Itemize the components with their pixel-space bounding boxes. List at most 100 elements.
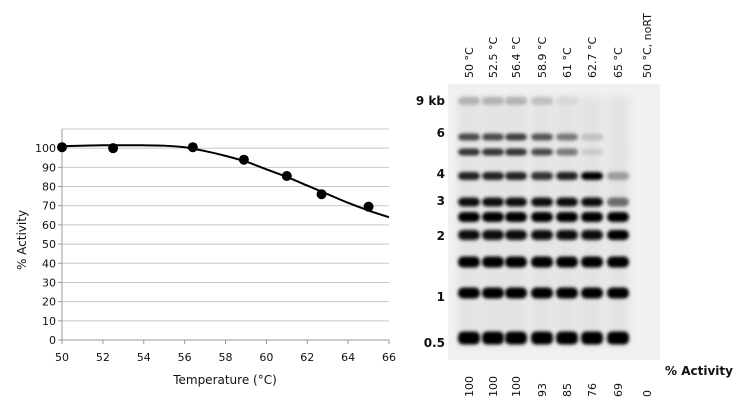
gel-band bbox=[482, 97, 504, 105]
x-tick-label: 58 bbox=[219, 351, 233, 364]
gel-band bbox=[458, 212, 480, 222]
lane-activity-value: 69 bbox=[612, 383, 625, 397]
y-tick-label: 60 bbox=[42, 219, 56, 232]
gel-band bbox=[482, 148, 504, 156]
x-tick-label: 54 bbox=[137, 351, 151, 364]
data-point bbox=[363, 201, 374, 212]
gel-band bbox=[556, 172, 578, 180]
x-tick-label: 52 bbox=[96, 351, 110, 364]
lane-label: 50 °C, noRT bbox=[641, 13, 654, 78]
gel-band bbox=[607, 172, 629, 180]
y-tick-label: 90 bbox=[42, 161, 56, 174]
gel-band bbox=[556, 256, 578, 268]
gel-band bbox=[531, 256, 553, 268]
gel-band bbox=[505, 287, 527, 299]
gel-band bbox=[581, 256, 603, 268]
gel-band bbox=[482, 133, 504, 141]
lane-label: 56.4 °C bbox=[510, 37, 523, 78]
size-marker-label: 3 bbox=[437, 194, 445, 208]
size-marker-label: 1 bbox=[437, 290, 445, 304]
activity-plot: 0 10 20 30 40 50 60 70 80 90 100 50 52 54 56 58 60 62 64 66 bbox=[35, 128, 396, 364]
y-tick-label: 20 bbox=[42, 296, 56, 309]
x-tick-label: 64 bbox=[341, 351, 355, 364]
gel-band bbox=[581, 230, 603, 240]
gel-band bbox=[581, 172, 603, 180]
gel-band bbox=[531, 133, 553, 141]
activity-axis-label: % Activity bbox=[665, 364, 733, 378]
gel-band bbox=[556, 197, 578, 207]
y-tick-label: 10 bbox=[42, 315, 56, 328]
size-marker-label: 4 bbox=[437, 167, 445, 181]
x-tick-label: 66 bbox=[382, 351, 396, 364]
y-tick-label: 80 bbox=[42, 181, 56, 194]
gel-band bbox=[607, 256, 629, 268]
gel-band bbox=[607, 287, 629, 299]
gel-band bbox=[556, 97, 578, 105]
gel-band bbox=[607, 212, 629, 222]
gel-band bbox=[458, 133, 480, 141]
y-tick-label: 50 bbox=[42, 238, 56, 251]
gel-band bbox=[531, 331, 553, 345]
gel-band bbox=[581, 197, 603, 207]
lane-label: 50 °C bbox=[463, 47, 476, 78]
gel-band bbox=[556, 212, 578, 222]
size-marker-label: 0.5 bbox=[424, 336, 445, 350]
lane-activity-value: 100 bbox=[510, 376, 523, 397]
gel-band bbox=[482, 230, 504, 240]
data-point bbox=[108, 143, 119, 154]
gel-band bbox=[531, 172, 553, 180]
gel-band bbox=[556, 133, 578, 141]
gel-band bbox=[531, 148, 553, 156]
gel-band bbox=[505, 148, 527, 156]
gel-band bbox=[531, 230, 553, 240]
gel-band bbox=[505, 97, 527, 105]
lane-label: 65 °C bbox=[612, 47, 625, 78]
gel-band bbox=[505, 172, 527, 180]
x-tick-label: 62 bbox=[300, 351, 314, 364]
y-tick-label: 30 bbox=[42, 276, 56, 289]
x-tick-label: 60 bbox=[259, 351, 273, 364]
gel-band bbox=[581, 133, 603, 141]
y-tick-label: 70 bbox=[42, 200, 56, 213]
gel-band bbox=[458, 197, 480, 207]
gel-band bbox=[607, 197, 629, 207]
gel-band bbox=[581, 287, 603, 299]
lane-activity-value: 76 bbox=[586, 383, 599, 397]
data-point bbox=[187, 142, 198, 153]
gel-band bbox=[581, 148, 603, 156]
x-axis-label: Temperature (°C) bbox=[172, 373, 277, 387]
gel-band bbox=[458, 331, 480, 345]
gel-band bbox=[458, 97, 480, 105]
lane-label: 62.7 °C bbox=[586, 37, 599, 78]
gel-band bbox=[581, 331, 603, 345]
gel-band bbox=[581, 212, 603, 222]
lane-activity-value: 85 bbox=[561, 383, 574, 397]
gel-band bbox=[531, 212, 553, 222]
gel-band bbox=[482, 197, 504, 207]
fit-curve bbox=[61, 144, 390, 219]
data-point bbox=[316, 189, 327, 200]
gel-band bbox=[556, 331, 578, 345]
lane-activity-value: 100 bbox=[487, 376, 500, 397]
gel-band bbox=[458, 148, 480, 156]
lane-label: 58.9 °C bbox=[536, 37, 549, 78]
y-axis-label: % Activity bbox=[15, 210, 29, 270]
gel-band bbox=[607, 230, 629, 240]
lane-label: 61 °C bbox=[561, 47, 574, 78]
gel-band bbox=[458, 287, 480, 299]
data-point bbox=[281, 170, 292, 181]
gel-band bbox=[607, 331, 629, 345]
lane-activity-value: 100 bbox=[463, 376, 476, 397]
gel-band bbox=[531, 197, 553, 207]
gel-band bbox=[607, 148, 629, 156]
gel-band bbox=[531, 287, 553, 299]
gel-band bbox=[482, 212, 504, 222]
gel-band bbox=[482, 256, 504, 268]
lane-activity-value: 0 bbox=[641, 390, 654, 397]
size-marker-label: 9 kb bbox=[416, 94, 446, 108]
gel-band bbox=[458, 172, 480, 180]
x-tick-label: 56 bbox=[178, 351, 192, 364]
lane-activity-value: 93 bbox=[536, 383, 549, 397]
gel-image: 50 °C 100 52.5 °C 100 56.4 °C 100 58.9 °C 93 61 … bbox=[416, 13, 660, 397]
lane-label: 52.5 °C bbox=[487, 37, 500, 78]
